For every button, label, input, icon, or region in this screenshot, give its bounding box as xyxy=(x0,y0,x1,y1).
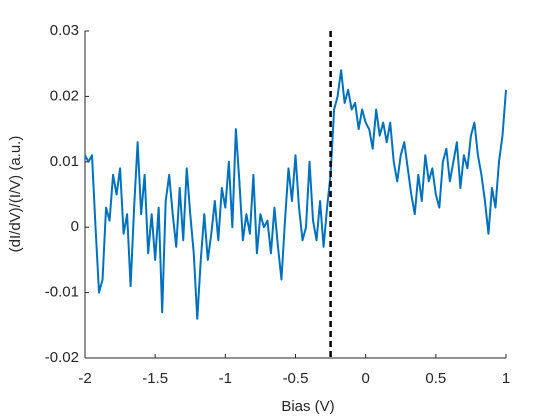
y-tick-label: 0.03 xyxy=(50,22,79,39)
y-tick-label: 0 xyxy=(71,218,79,235)
y-axis-label: (dI/dV)/(I/V) (a.u.) xyxy=(7,136,24,253)
x-tick-label: -1 xyxy=(219,370,232,387)
x-tick-label: -2 xyxy=(78,370,91,387)
x-axis-label: Bias (V) xyxy=(281,398,334,415)
y-tick-label: -0.02 xyxy=(45,349,79,366)
data-line xyxy=(84,69,507,320)
y-tick-label: 0.01 xyxy=(50,153,79,170)
y-tick-label: 0.02 xyxy=(50,87,79,104)
x-tick-label: -1.5 xyxy=(142,370,168,387)
x-tick-label: 0.5 xyxy=(425,370,446,387)
x-tick-label: -0.5 xyxy=(283,370,309,387)
x-tick-label: 1 xyxy=(502,370,510,387)
x-tick-label: 0 xyxy=(361,370,369,387)
y-tick-label: -0.01 xyxy=(45,284,79,301)
